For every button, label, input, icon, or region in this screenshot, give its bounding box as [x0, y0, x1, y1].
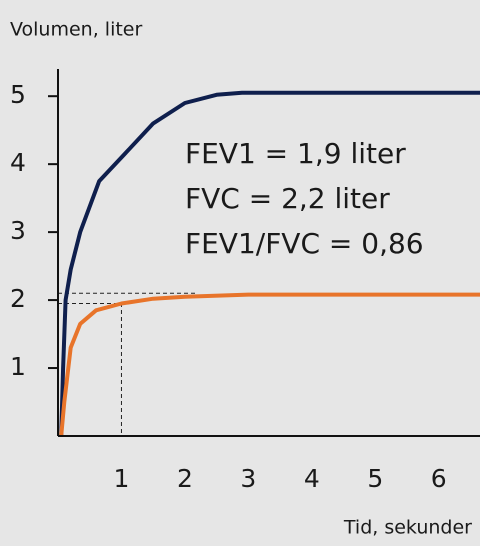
y-tick-label: 1 — [10, 352, 26, 381]
y-tick-label: 2 — [10, 284, 26, 313]
y-axis-label: Volumen, liter — [10, 19, 142, 41]
y-tick-label: 5 — [10, 80, 26, 109]
annotation: FVC = 2,2 liter — [185, 182, 390, 215]
series-line — [59, 90, 480, 437]
y-tick-label: 3 — [10, 216, 26, 245]
x-tick-label: 5 — [367, 464, 383, 493]
x-tick-label: 3 — [240, 464, 256, 493]
x-axis-label: Tid, sekunder — [343, 517, 472, 539]
annotation: FEV1 = 1,9 liter — [185, 137, 406, 170]
series-line — [59, 292, 480, 437]
x-tick-label: 2 — [177, 464, 193, 493]
y-tick-label: 4 — [10, 148, 26, 177]
x-tick-label: 6 — [431, 464, 447, 493]
annotation: FEV1/FVC = 0,86 — [185, 227, 424, 260]
x-tick-label: 4 — [304, 464, 320, 493]
x-tick-label: 1 — [114, 464, 130, 493]
